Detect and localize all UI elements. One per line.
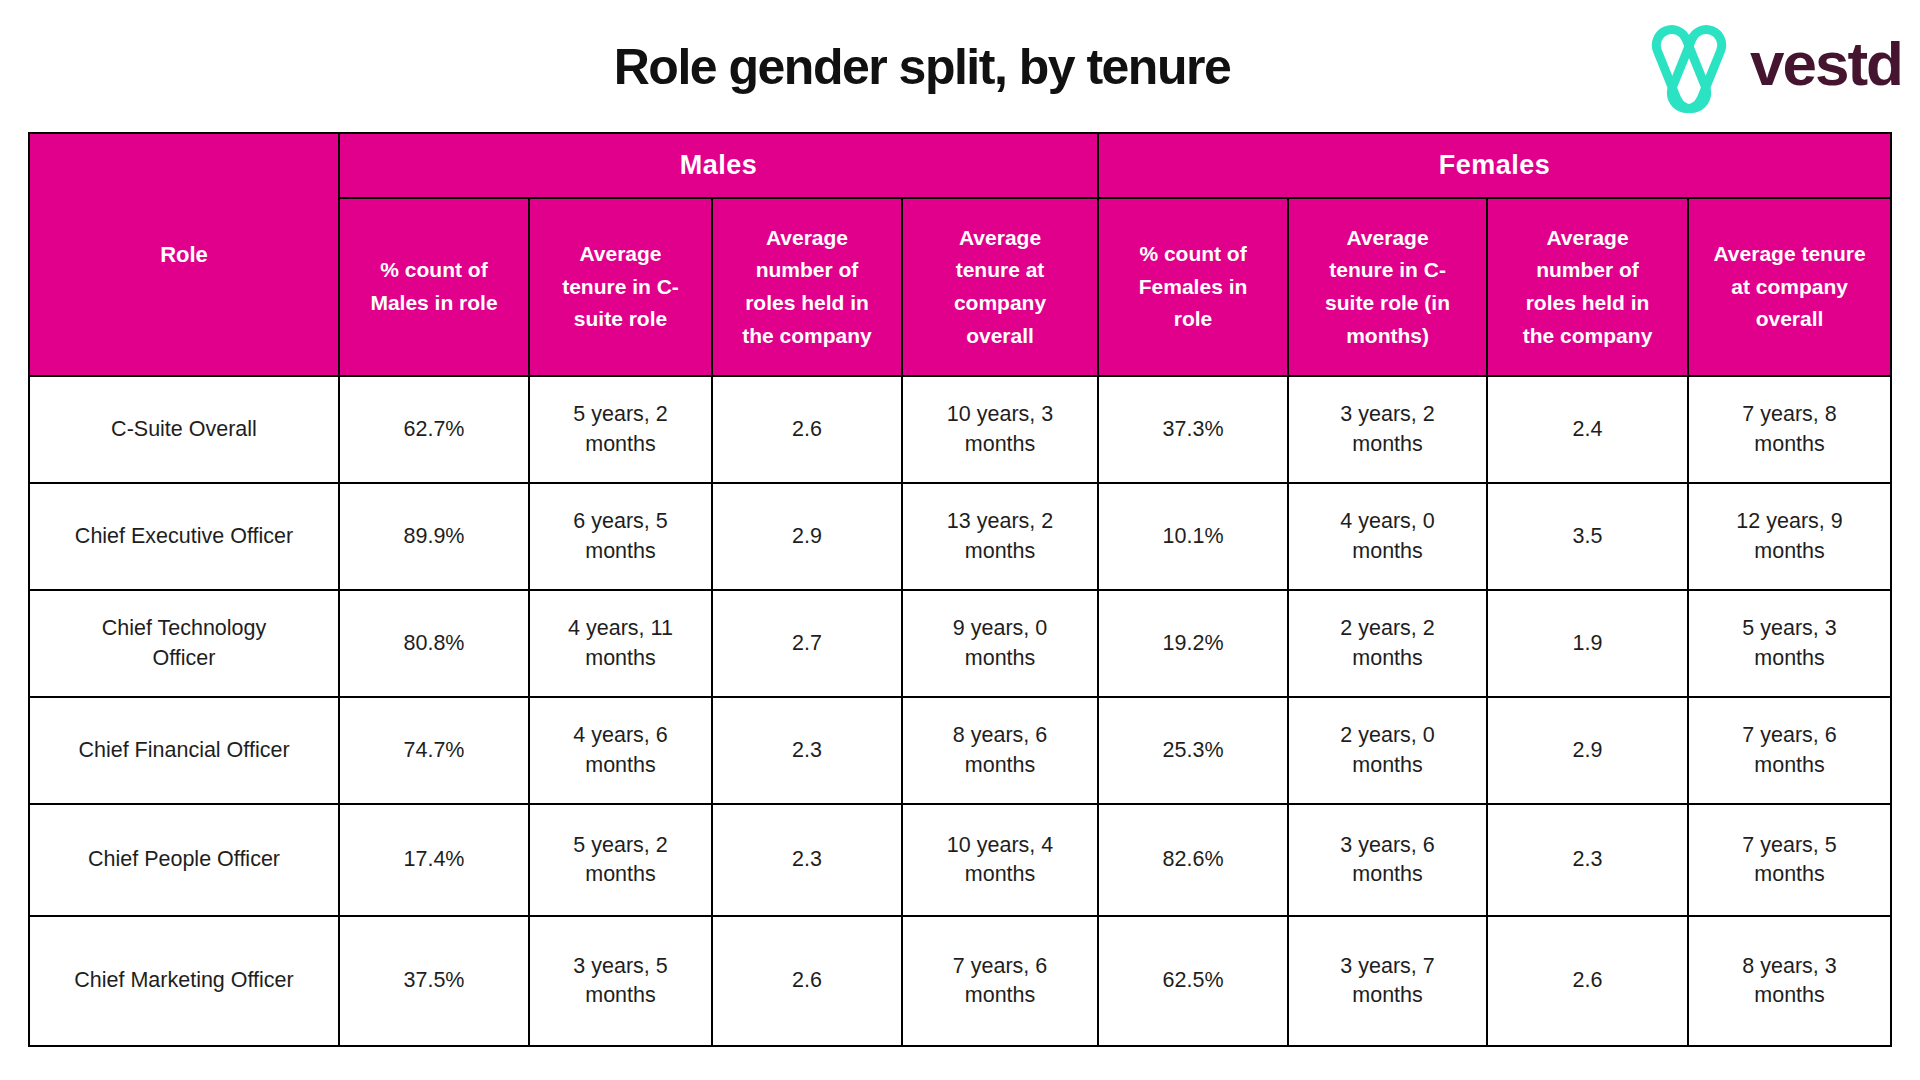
cell-value: 25.3% — [1098, 697, 1288, 804]
cell-value: 62.7% — [339, 376, 529, 483]
cell-value: 9 years, 0 months — [902, 590, 1098, 697]
row-role: Chief Technology Officer — [29, 590, 339, 697]
cell-value: 2.3 — [712, 697, 902, 804]
row-role: Chief Marketing Officer — [29, 916, 339, 1046]
group-header-row: Role Males Females — [29, 133, 1891, 198]
cell-value: 62.5% — [1098, 916, 1288, 1046]
cell-value: 10 years, 3 months — [902, 376, 1098, 483]
cell-value: 89.9% — [339, 483, 529, 590]
column-header-females-pct: % count of Females in role — [1098, 198, 1288, 376]
column-header-females-company-tenure: Average tenure at company overall — [1688, 198, 1891, 376]
column-header-role: Role — [29, 133, 339, 376]
cell-value: 3 years, 5 months — [529, 916, 712, 1046]
cell-value: 10.1% — [1098, 483, 1288, 590]
cell-value: 7 years, 6 months — [1688, 697, 1891, 804]
cell-value: 8 years, 6 months — [902, 697, 1098, 804]
table-row: Chief People Officer 17.4% 5 years, 2 mo… — [29, 804, 1891, 916]
cell-value: 82.6% — [1098, 804, 1288, 916]
cell-value: 7 years, 5 months — [1688, 804, 1891, 916]
cell-value: 4 years, 11 months — [529, 590, 712, 697]
vestd-loops-heart-icon — [1642, 22, 1736, 116]
cell-value: 2.6 — [1487, 916, 1688, 1046]
cell-value: 2.6 — [712, 916, 902, 1046]
cell-value: 6 years, 5 months — [529, 483, 712, 590]
cell-value: 5 years, 2 months — [529, 376, 712, 483]
cell-value: 3 years, 6 months — [1288, 804, 1487, 916]
role-gender-split-table: Role Males Females % count of Males in r… — [28, 132, 1892, 1047]
cell-value: 37.3% — [1098, 376, 1288, 483]
column-header-males-company-tenure: Average tenure at company overall — [902, 198, 1098, 376]
cell-value: 17.4% — [339, 804, 529, 916]
cell-value: 5 years, 3 months — [1688, 590, 1891, 697]
cell-value: 2.9 — [1487, 697, 1688, 804]
cell-value: 2.4 — [1487, 376, 1688, 483]
header-bar: Role gender split, by tenure vestd — [0, 0, 1920, 132]
cell-value: 2.9 — [712, 483, 902, 590]
page-title: Role gender split, by tenure — [0, 38, 1882, 96]
cell-value: 80.8% — [339, 590, 529, 697]
cell-value: 3.5 — [1487, 483, 1688, 590]
vestd-wordmark: vestd — [1750, 33, 1902, 105]
column-header-males-csuite-tenure: Average tenure in C-suite role — [529, 198, 712, 376]
vestd-logo: vestd — [1642, 22, 1902, 116]
cell-value: 1.9 — [1487, 590, 1688, 697]
cell-value: 7 years, 6 months — [902, 916, 1098, 1046]
cell-value: 2 years, 0 months — [1288, 697, 1487, 804]
cell-value: 12 years, 9 months — [1688, 483, 1891, 590]
cell-value: 37.5% — [339, 916, 529, 1046]
cell-value: 3 years, 7 months — [1288, 916, 1487, 1046]
column-header-males-pct: % count of Males in role — [339, 198, 529, 376]
column-header-females-roles-held: Average number of roles held in the comp… — [1487, 198, 1688, 376]
cell-value: 2.3 — [1487, 804, 1688, 916]
cell-value: 8 years, 3 months — [1688, 916, 1891, 1046]
cell-value: 2.7 — [712, 590, 902, 697]
table-row: Chief Executive Officer 89.9% 6 years, 5… — [29, 483, 1891, 590]
cell-value: 7 years, 8 months — [1688, 376, 1891, 483]
column-header-males-roles-held: Average number of roles held in the comp… — [712, 198, 902, 376]
table-row: Chief Financial Officer 74.7% 4 years, 6… — [29, 697, 1891, 804]
row-role: C-Suite Overall — [29, 376, 339, 483]
group-header-females: Females — [1098, 133, 1891, 198]
column-header-females-csuite-tenure: Average tenure in C-suite role (in month… — [1288, 198, 1487, 376]
row-role: Chief Financial Officer — [29, 697, 339, 804]
infographic-page: Role gender split, by tenure vestd Role … — [0, 0, 1920, 1047]
cell-value: 4 years, 6 months — [529, 697, 712, 804]
row-role: Chief Executive Officer — [29, 483, 339, 590]
cell-value: 4 years, 0 months — [1288, 483, 1487, 590]
cell-value: 2.6 — [712, 376, 902, 483]
cell-value: 5 years, 2 months — [529, 804, 712, 916]
cell-value: 2.3 — [712, 804, 902, 916]
table-row: Chief Technology Officer 80.8% 4 years, … — [29, 590, 1891, 697]
cell-value: 2 years, 2 months — [1288, 590, 1487, 697]
cell-value: 19.2% — [1098, 590, 1288, 697]
cell-value: 10 years, 4 months — [902, 804, 1098, 916]
cell-value: 13 years, 2 months — [902, 483, 1098, 590]
cell-value: 74.7% — [339, 697, 529, 804]
row-role: Chief People Officer — [29, 804, 339, 916]
cell-value: 3 years, 2 months — [1288, 376, 1487, 483]
table-row: Chief Marketing Officer 37.5% 3 years, 5… — [29, 916, 1891, 1046]
table-row: C-Suite Overall 62.7% 5 years, 2 months … — [29, 376, 1891, 483]
group-header-males: Males — [339, 133, 1098, 198]
